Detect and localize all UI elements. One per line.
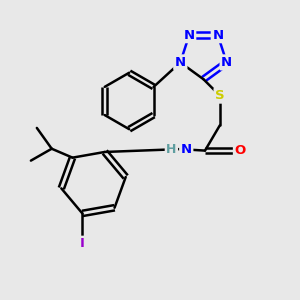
Text: N: N xyxy=(181,142,192,156)
Text: N: N xyxy=(184,29,195,42)
Text: N: N xyxy=(212,29,224,42)
Text: N: N xyxy=(175,56,186,69)
Text: H: H xyxy=(166,142,177,156)
Text: S: S xyxy=(215,89,225,102)
Text: I: I xyxy=(80,237,85,250)
Text: O: O xyxy=(234,144,246,157)
Text: N: N xyxy=(221,56,232,69)
